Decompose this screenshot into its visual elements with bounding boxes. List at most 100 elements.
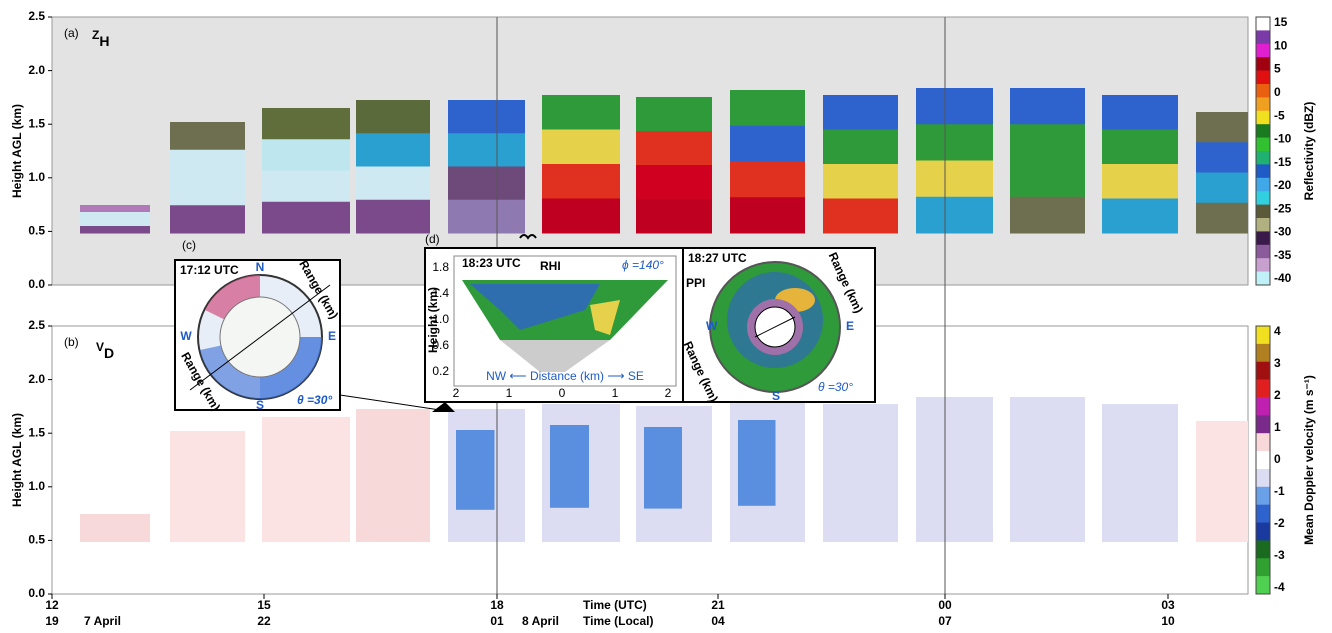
y-tick-label: 0.5 bbox=[28, 224, 45, 238]
rhi-y-tick-label: 0.2 bbox=[432, 364, 449, 378]
curtain bbox=[80, 219, 150, 227]
colorbar-cell bbox=[1256, 110, 1270, 125]
curtain bbox=[916, 196, 993, 234]
colorbar-cell bbox=[1256, 57, 1270, 71]
curtain bbox=[170, 149, 245, 178]
colorbar-tick-label: 15 bbox=[1274, 15, 1288, 29]
colorbar-cell bbox=[1256, 504, 1270, 523]
colorbar-cell bbox=[1256, 271, 1270, 286]
y-tick-label: 0.0 bbox=[28, 277, 45, 291]
curtain bbox=[1010, 196, 1085, 234]
curtain bbox=[1010, 124, 1085, 161]
curtain bbox=[730, 90, 805, 127]
date-label: 7 April bbox=[84, 614, 121, 628]
colorbar-tick-label: -1 bbox=[1274, 484, 1285, 498]
curtain bbox=[1010, 397, 1085, 542]
compass: E bbox=[328, 329, 336, 343]
ppi-title: PPI bbox=[686, 276, 705, 290]
y-tick-label: 0.0 bbox=[28, 586, 45, 600]
rhi-scan bbox=[500, 340, 610, 372]
var: V bbox=[96, 340, 104, 354]
inset-time: 17:12 UTC bbox=[180, 263, 239, 277]
compass: W bbox=[706, 319, 718, 333]
curtain bbox=[916, 88, 993, 125]
x-tick-label-local: 07 bbox=[938, 614, 952, 628]
curtain bbox=[1010, 88, 1085, 125]
rhi-xlabel: NW ⟵ Distance (km) ⟶ SE bbox=[486, 369, 644, 383]
rhi-y-tick-label: 1.0 bbox=[432, 312, 449, 326]
y-tick-label: 1.5 bbox=[28, 116, 45, 130]
colorbar-cell bbox=[1256, 30, 1270, 45]
rhi-x-tick-label: 1 bbox=[612, 386, 619, 400]
inset-label: (d) bbox=[425, 232, 440, 246]
colorbar-tick-label: 10 bbox=[1274, 38, 1288, 52]
curtain bbox=[636, 97, 712, 132]
rhi-y-tick-label: 1.4 bbox=[432, 286, 449, 300]
compass: N bbox=[256, 260, 265, 274]
colorbar-cell bbox=[1256, 433, 1270, 452]
rhi-ylabel: Height (km) bbox=[426, 287, 440, 353]
curtain bbox=[542, 95, 620, 130]
curtain bbox=[636, 199, 712, 234]
y-tick-label: 2.5 bbox=[28, 318, 45, 332]
ppi-axis bbox=[754, 316, 796, 338]
colorbar-tick-label: 0 bbox=[1274, 85, 1281, 99]
colorbar-cell bbox=[1256, 576, 1270, 595]
curtain bbox=[738, 420, 776, 506]
colorbar-cell bbox=[1256, 486, 1270, 505]
x-tick-label: 18 bbox=[490, 598, 504, 612]
curtain bbox=[262, 201, 350, 234]
colorbar-tick-label: -40 bbox=[1274, 271, 1292, 285]
colorbar-tick-label: -30 bbox=[1274, 225, 1292, 239]
curtain bbox=[542, 198, 620, 234]
var: Z bbox=[92, 28, 99, 42]
colorbar-label: Mean Doppler velocity (m s⁻¹) bbox=[1302, 375, 1316, 545]
colorbar-cell bbox=[1256, 326, 1270, 345]
curtain bbox=[1196, 172, 1248, 204]
rhi-x-tick-label: 0 bbox=[559, 386, 566, 400]
colorbar-cell bbox=[1256, 468, 1270, 488]
colorbar-cell bbox=[1256, 137, 1270, 152]
colorbar-cell bbox=[1256, 151, 1270, 165]
curtain bbox=[1196, 112, 1248, 143]
colorbar-label: Reflectivity (dBZ) bbox=[1302, 102, 1316, 201]
phi: ϕ =140° bbox=[622, 258, 664, 272]
compass: S bbox=[256, 398, 264, 412]
inset-d: (d) 0.2 0.6 1.0 1.4 1.8 2 1 0 1 2 Height (km) NW … bbox=[424, 232, 876, 404]
curtain bbox=[1102, 129, 1178, 165]
colorbar-tick-label: -20 bbox=[1274, 178, 1292, 192]
rhi-scan bbox=[470, 284, 600, 330]
callout bbox=[519, 234, 537, 240]
colorbar-tick-label: 0 bbox=[1274, 452, 1281, 466]
curtain bbox=[636, 131, 712, 166]
curtain bbox=[550, 425, 589, 508]
colorbar-cell bbox=[1256, 361, 1270, 380]
curtain bbox=[1102, 164, 1178, 199]
panel-label: (b) bbox=[64, 335, 79, 349]
colorbar-tick-label: 1 bbox=[1274, 420, 1281, 434]
curtain bbox=[448, 166, 525, 201]
curtain bbox=[730, 197, 805, 234]
rhi-x-tick-label: 1 bbox=[506, 386, 513, 400]
colorbar-tick-label: 3 bbox=[1274, 356, 1281, 370]
x-tick-label-local: 01 bbox=[490, 614, 504, 628]
curtain bbox=[916, 124, 993, 161]
curtain bbox=[1102, 404, 1178, 542]
curtain bbox=[80, 205, 150, 213]
curtain bbox=[356, 166, 430, 201]
curtain bbox=[916, 160, 993, 198]
curtain bbox=[170, 122, 245, 151]
colorbar-cell bbox=[1256, 191, 1270, 205]
y-label: Height AGL (km) bbox=[10, 413, 24, 507]
sub: H bbox=[99, 33, 109, 49]
sub: D bbox=[104, 345, 114, 361]
curtain bbox=[1196, 142, 1248, 173]
colorbar-cell bbox=[1256, 244, 1270, 259]
colorbar-tick-label: -15 bbox=[1274, 155, 1292, 169]
curtain bbox=[170, 431, 245, 542]
y-tick-label: 0.5 bbox=[28, 533, 45, 547]
rhi-frame bbox=[453, 255, 677, 387]
curtain bbox=[730, 125, 805, 162]
